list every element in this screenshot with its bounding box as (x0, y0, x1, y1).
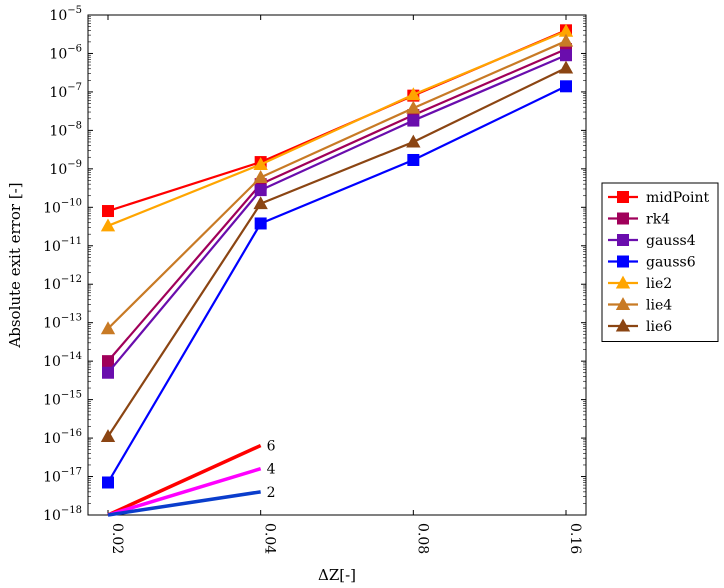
legend-label: lie6 (646, 319, 672, 335)
data-point-lie4 (406, 100, 421, 114)
y-tick-label: 10−18 (43, 505, 82, 524)
data-point-gauss6 (560, 80, 572, 93)
series-rk4 (102, 43, 572, 368)
data-point-gauss6 (254, 217, 267, 230)
data-point-gauss6 (102, 476, 114, 489)
data-point-lie2 (406, 87, 421, 101)
data-point-lie6 (558, 60, 574, 74)
data-point-gauss6 (407, 153, 420, 166)
reference-slope-label: 2 (267, 485, 276, 501)
data-point-lie6 (100, 429, 116, 443)
reference-slope-6 (107, 443, 262, 517)
data-point-lie6 (253, 196, 268, 210)
legend-marker (617, 191, 629, 203)
series-line-lie6 (107, 66, 567, 438)
legend-label: gauss4 (646, 233, 696, 249)
data-point-lie4 (253, 170, 268, 183)
legend-marker (615, 318, 631, 332)
series-line-rk4 (107, 48, 567, 362)
y-tick-label: 10−16 (43, 428, 82, 447)
legend-marker (615, 297, 631, 311)
x-tick-label: 0.16 (567, 523, 583, 554)
series-gauss6 (102, 80, 572, 489)
reference-slope-4 (107, 467, 262, 517)
y-tick-label: 10−13 (43, 313, 82, 332)
series-line-lie2 (107, 30, 567, 227)
data-point-rk4 (102, 355, 114, 368)
reference-slope-label: 6 (267, 439, 276, 455)
data-point-lie6 (406, 134, 421, 148)
series-layer (100, 23, 574, 489)
legend-item-gauss4: gauss4 (608, 233, 696, 249)
data-point-lie2 (253, 157, 268, 171)
legend-item-rk4: rk4 (608, 212, 670, 228)
legend-marker (615, 275, 631, 289)
y-tick-label: 10−12 (43, 274, 82, 293)
legend-label: lie4 (646, 298, 672, 314)
legend-marker (617, 255, 629, 268)
y-tick-label: 10−17 (43, 467, 82, 486)
y-tick-label: 10−7 (49, 82, 82, 101)
legend: midPoint rk4 gauss4 gauss6 lie2 lie4 lie6 (601, 182, 719, 342)
y-tick-label: 10−8 (49, 120, 82, 139)
legend-marker (617, 234, 629, 246)
x-tick-label: 0.04 (262, 523, 278, 554)
data-point-gauss4 (254, 184, 267, 197)
data-point-gauss4 (560, 49, 572, 62)
data-point-gauss4 (102, 366, 114, 379)
x-tick-label: 0.08 (414, 523, 430, 554)
y-tick-label: 10−9 (49, 159, 82, 178)
series-midPoint (102, 24, 572, 218)
legend-label: gauss6 (646, 255, 696, 271)
legend-label: rk4 (646, 212, 670, 228)
y-tick-label: 10−5 (49, 5, 82, 24)
series-line-gauss6 (107, 85, 567, 484)
data-point-gauss4 (407, 114, 420, 127)
reference-slopes: 6 4 2 (107, 439, 276, 517)
legend-item-gauss6: gauss6 (608, 255, 696, 271)
series-lie4 (100, 33, 574, 335)
y-tick-label: 10−15 (43, 390, 82, 409)
y-tick-label: 10−14 (43, 351, 82, 370)
legend-item-midPoint: midPoint (608, 190, 709, 206)
data-point-lie4 (100, 321, 116, 335)
legend-item-lie6: lie6 (608, 318, 672, 335)
plot-frame (87, 14, 587, 516)
y-axis-title: Absolute exit error [-] (6, 182, 24, 348)
legend-item-lie2: lie2 (608, 275, 672, 292)
y-tick-label: 10−10 (43, 197, 82, 216)
data-point-lie2 (100, 218, 116, 232)
legend-label: midPoint (646, 190, 709, 206)
series-lie2 (100, 23, 574, 232)
series-line-gauss4 (107, 54, 567, 374)
data-point-midPoint (102, 205, 114, 218)
x-axis-title: ΔZ[-] (318, 566, 356, 584)
axes: 10−18 10−17 10−16 10−15 10−14 10−13 10−12 10−11… (6, 5, 587, 584)
data-point-lie4 (558, 33, 574, 47)
y-tick-label: 10−6 (49, 43, 82, 62)
legend-marker (617, 212, 629, 225)
series-line-lie4 (107, 40, 567, 330)
series-gauss4 (102, 49, 572, 379)
legend-label: lie2 (646, 276, 672, 292)
reference-slope-label: 4 (267, 462, 276, 478)
reference-slope-2 (107, 490, 261, 517)
legend-item-lie4: lie4 (608, 297, 672, 314)
series-lie6 (100, 60, 574, 443)
x-tick-label: 0.02 (109, 523, 125, 554)
y-tick-label: 10−11 (43, 236, 82, 255)
